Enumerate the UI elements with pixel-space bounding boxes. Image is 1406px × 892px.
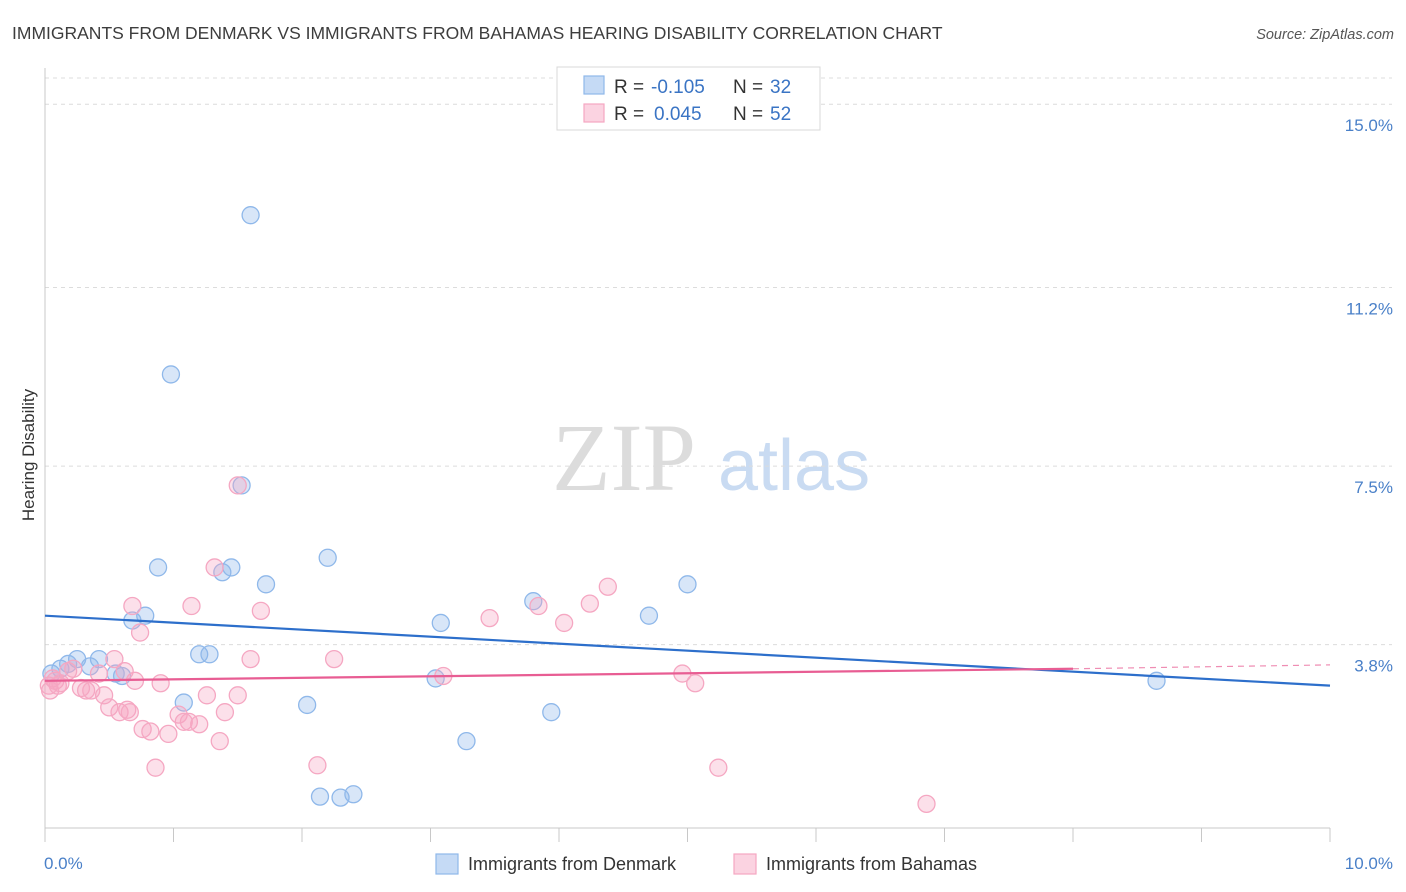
bahamas-trendline-extension	[1072, 664, 1331, 670]
denmark-point	[232, 476, 251, 495]
bahamas-point	[118, 700, 137, 719]
bahamas-point	[151, 674, 170, 693]
series-legend: Immigrants from Denmark Immigrants from …	[435, 853, 977, 875]
denmark-point	[190, 645, 209, 664]
series-legend-label-bahamas: Immigrants from Bahamas	[766, 854, 977, 874]
watermark: ZIP atlas	[552, 404, 870, 511]
bahamas-point	[64, 659, 83, 678]
legend-r-value-denmark: -0.105	[651, 77, 705, 98]
x-tick-label-min: 0.0%	[44, 854, 83, 873]
legend-swatch-bahamas	[583, 103, 605, 123]
denmark-point	[344, 785, 363, 804]
bahamas-point	[554, 613, 574, 633]
bahamas-point	[182, 596, 201, 616]
bahamas-point	[228, 686, 247, 705]
series-legend-swatch-denmark	[435, 853, 459, 875]
gridlines	[45, 77, 1392, 646]
bahamas-point	[100, 698, 119, 717]
bahamas-point	[105, 649, 124, 669]
chart-source: Source: ZipAtlas.com	[1256, 27, 1394, 43]
chart-title: IMMIGRANTS FROM DENMARK VS IMMIGRANTS FR…	[12, 23, 943, 43]
bahamas-point	[123, 596, 142, 616]
bahamas-point	[251, 601, 271, 621]
bahamas-point	[228, 476, 247, 495]
bahamas-point	[709, 758, 728, 777]
denmark-point	[241, 206, 260, 225]
bahamas-point	[89, 664, 109, 683]
legend-r-label-denmark: R =	[614, 77, 644, 98]
bahamas-point	[917, 794, 936, 814]
bahamas-point	[308, 756, 327, 775]
series-legend-swatch-bahamas	[733, 853, 757, 875]
bahamas-point	[76, 681, 96, 700]
bahamas-trendline	[44, 667, 1074, 682]
series-denmark-points	[42, 206, 1166, 807]
y-tick-label: 15.0%	[1345, 116, 1393, 135]
denmark-point	[200, 645, 219, 664]
denmark-point	[256, 575, 276, 594]
denmark-point	[318, 548, 337, 567]
bahamas-point	[580, 594, 599, 613]
denmark-point	[639, 606, 659, 625]
bahamas-point	[141, 722, 160, 741]
legend-n-value-denmark: 32	[770, 77, 791, 98]
denmark-point	[678, 575, 697, 594]
bahamas-point	[197, 686, 217, 705]
denmark-point	[161, 365, 181, 384]
bahamas-point	[146, 758, 165, 777]
bahamas-point	[324, 649, 344, 669]
legend-n-label-bahamas: N =	[733, 104, 763, 125]
bahamas-point	[241, 649, 260, 669]
denmark-trendline	[44, 614, 1331, 687]
bahamas-point	[210, 731, 229, 751]
denmark-point	[148, 558, 168, 577]
y-axis-tick-labels: 3.8% 7.5% 11.2% 15.0%	[1345, 116, 1393, 675]
legend-r-label-bahamas: R =	[614, 104, 644, 125]
bahamas-point	[120, 703, 139, 722]
denmark-point	[542, 703, 561, 722]
series-legend-label-denmark: Immigrants from Denmark	[468, 854, 677, 874]
y-axis-label: Hearing Disability	[19, 388, 38, 521]
legend-n-label-denmark: N =	[733, 77, 763, 98]
denmark-point	[431, 613, 450, 633]
bahamas-point	[190, 715, 209, 734]
denmark-point	[222, 558, 241, 577]
bahamas-point	[159, 724, 178, 744]
y-tick-label: 7.5%	[1354, 478, 1393, 497]
bahamas-point	[205, 558, 224, 577]
denmark-point	[310, 787, 330, 806]
denmark-point	[297, 695, 317, 715]
legend-swatch-denmark	[583, 75, 605, 95]
watermark-zip: ZIP	[552, 404, 696, 511]
bahamas-point	[529, 596, 548, 616]
denmark-point	[89, 649, 109, 669]
bahamas-point	[686, 674, 705, 693]
x-tick-label-max: 10.0%	[1345, 854, 1393, 873]
stats-legend: R = -0.105 N = 32 R = 0.045 N = 52	[556, 66, 821, 131]
y-tick-label: 3.8%	[1354, 657, 1393, 676]
denmark-point	[457, 731, 476, 751]
trendlines	[44, 614, 1331, 687]
bahamas-point	[130, 623, 150, 642]
bahamas-point	[480, 608, 499, 628]
bahamas-point	[215, 703, 235, 722]
x-axis-ticks	[44, 828, 1331, 842]
legend-n-value-bahamas: 52	[770, 104, 791, 125]
legend-r-value-bahamas: 0.045	[654, 104, 702, 125]
bahamas-point	[598, 577, 617, 596]
bahamas-point	[174, 712, 193, 731]
y-tick-label: 11.2%	[1346, 300, 1393, 319]
